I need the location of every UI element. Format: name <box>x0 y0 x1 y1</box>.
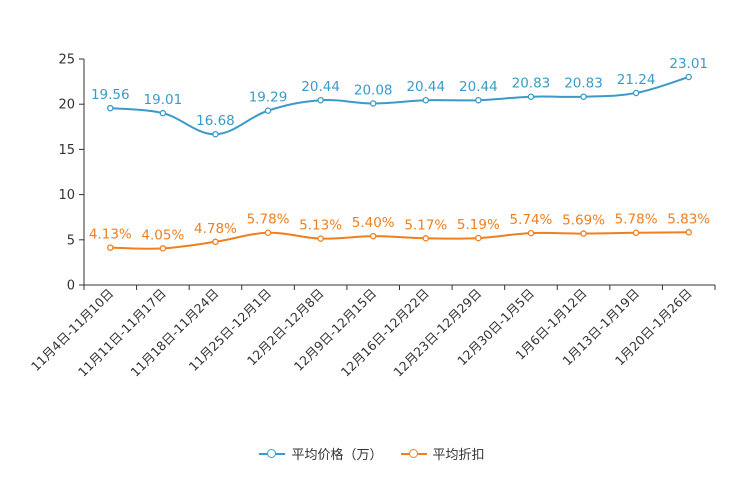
data-point-price <box>632 89 640 97</box>
data-point-price <box>317 96 324 104</box>
data-point-discount <box>685 229 692 236</box>
data-label-price: 19.29 <box>249 90 288 106</box>
data-label-price: 20.44 <box>406 79 445 95</box>
data-point-discount <box>264 229 272 236</box>
data-point-discount <box>317 235 324 242</box>
data-point-price <box>422 96 430 104</box>
data-label-discount: 5.69% <box>562 213 605 229</box>
data-point-discount <box>632 229 640 236</box>
data-label-price: 19.01 <box>144 92 183 108</box>
data-label-price: 20.83 <box>564 76 603 92</box>
data-label-discount: 5.78% <box>247 212 290 228</box>
chart-legend: 平均价格（万） 平均折扣 <box>0 444 744 463</box>
data-label-discount: 4.78% <box>194 221 237 237</box>
y-tick-label: 5 <box>67 233 75 248</box>
data-label-discount: 4.13% <box>89 227 132 243</box>
data-label-discount: 5.83% <box>667 211 710 227</box>
y-tick-label: 20 <box>58 98 75 113</box>
data-label-price: 23.01 <box>669 56 708 72</box>
x-tick-label: 11月11日-11月17日 <box>75 286 169 380</box>
data-point-discount <box>527 229 535 237</box>
data-label-discount: 5.19% <box>457 217 500 233</box>
series-line-discount <box>110 231 689 250</box>
legend-price-marker <box>267 448 277 458</box>
data-label-price: 20.08 <box>354 82 393 98</box>
data-label-discount: 5.17% <box>404 217 447 233</box>
y-tick-label: 15 <box>58 143 75 158</box>
data-label-discount: 5.13% <box>299 218 342 234</box>
data-point-price <box>580 93 587 100</box>
data-label-discount: 4.05% <box>141 227 184 243</box>
data-point-discount <box>580 230 587 237</box>
data-point-discount <box>107 244 114 251</box>
legend-item-discount[interactable]: 平均折扣 <box>400 444 485 463</box>
data-point-price <box>475 96 482 104</box>
legend-label-price: 平均价格（万） <box>291 448 383 463</box>
y-tick-label: 10 <box>58 188 75 203</box>
data-label-price: 20.83 <box>512 76 551 92</box>
data-point-price <box>212 130 219 138</box>
x-tick-label: 11月18日-11月24日 <box>127 286 221 380</box>
legend-label-discount: 平均折扣 <box>432 448 485 463</box>
data-label-price: 20.44 <box>459 79 498 95</box>
data-point-discount <box>369 232 377 240</box>
data-point-price <box>264 107 272 114</box>
x-tick-label: 12月23日-12月29日 <box>390 286 484 380</box>
legend-discount-marker <box>408 448 418 458</box>
legend-line-circle-icon <box>259 448 286 460</box>
y-tick-label: 25 <box>58 53 75 68</box>
data-point-discount <box>159 245 167 252</box>
data-point-price <box>159 109 167 117</box>
x-tick-label: 12月16日-12月22日 <box>338 286 432 380</box>
y-tick-label: 0 <box>67 279 75 294</box>
data-label-price: 21.24 <box>617 72 656 88</box>
legend-item-price[interactable]: 平均价格（万） <box>259 444 383 463</box>
series-line-price <box>110 76 689 136</box>
data-label-discount: 5.78% <box>615 212 658 228</box>
data-label-price: 16.68 <box>196 113 235 129</box>
data-point-price <box>527 93 535 100</box>
data-point-price <box>685 73 692 81</box>
data-label-discount: 5.40% <box>352 215 395 231</box>
data-label-price: 20.44 <box>301 79 340 95</box>
data-point-price <box>107 104 114 112</box>
data-label-discount: 5.74% <box>510 212 553 228</box>
data-point-discount <box>475 234 482 242</box>
data-label-price: 19.56 <box>91 87 130 103</box>
data-point-discount <box>212 238 219 246</box>
data-point-price <box>369 100 377 107</box>
data-point-discount <box>422 235 430 242</box>
legend-line-circle-icon <box>400 448 427 460</box>
